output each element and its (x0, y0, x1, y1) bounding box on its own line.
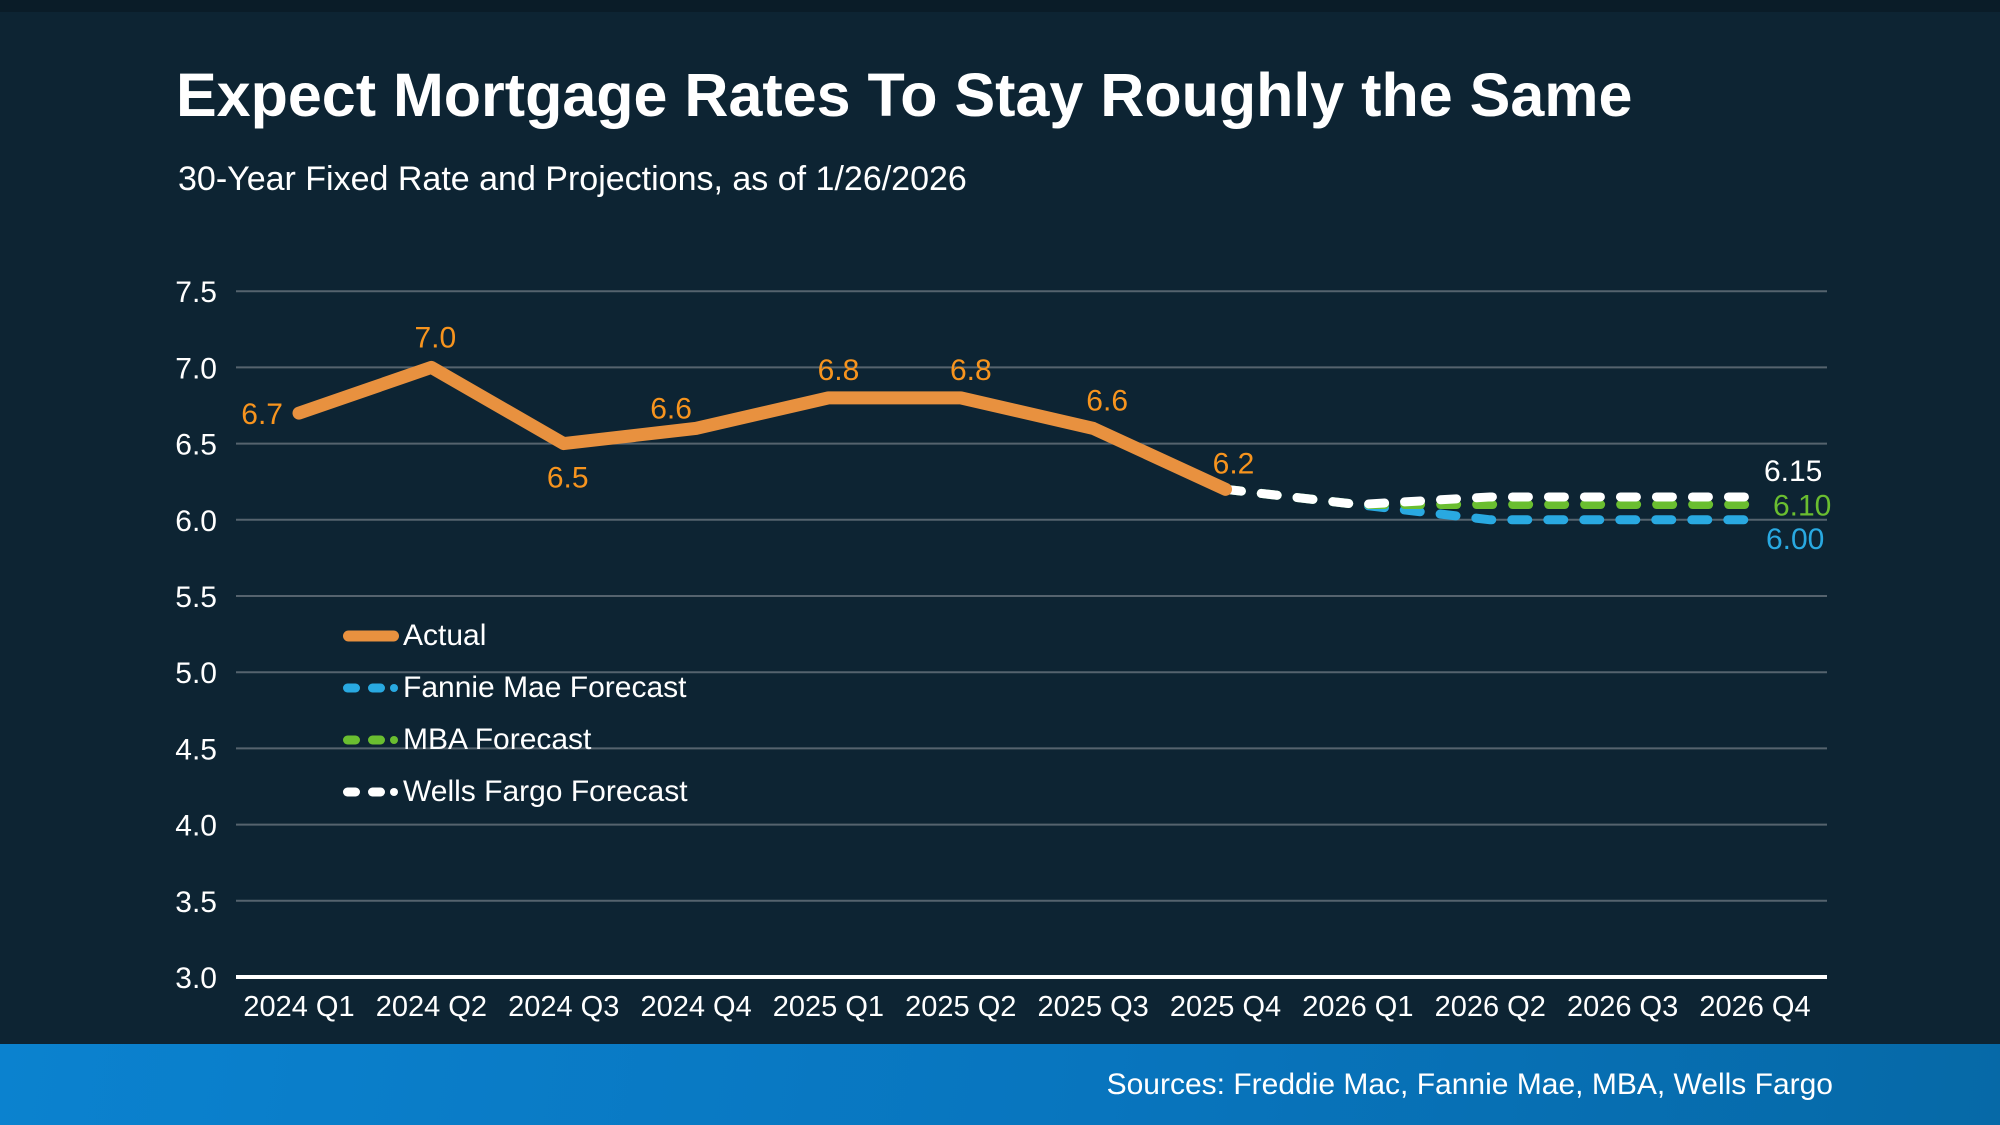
legend-swatch-fannie-mae-dashed-line (343, 683, 398, 693)
page-title: Expect Mortgage Rates To Stay Roughly th… (176, 61, 1633, 129)
x-tick-label: 2026 Q2 (1435, 991, 1546, 1023)
data-point-label: 6.8 (950, 354, 992, 387)
legend-item-mba-forecast: MBA Forecast (343, 714, 688, 766)
x-tick-label: 2025 Q2 (905, 991, 1016, 1023)
legend-swatch-wells-fargo-dashed-line (343, 787, 398, 797)
x-tick-label: 2026 Q1 (1302, 991, 1413, 1023)
legend-item-fannie-mae-forecast: Fannie Mae Forecast (343, 662, 688, 714)
data-point-label: 7.0 (415, 321, 457, 354)
gridlines (236, 290, 1827, 979)
swatch-shape (390, 788, 398, 796)
y-tick-label: 7.0 (175, 352, 217, 385)
data-point-label: 6.5 (547, 462, 589, 495)
y-tick-label: 4.0 (175, 810, 217, 843)
x-axis-tick-labels: 2024 Q1 2024 Q2 2024 Q3 2024 Q4 2025 Q1 2025 … (243, 991, 1810, 1023)
x-tick-label: 2025 Q4 (1170, 991, 1281, 1023)
swatch-shape (343, 630, 399, 642)
y-axis-tick-labels: 7.5 7.0 6.5 6.0 5.5 5.0 4.5 4.0 3.5 3.0 (175, 276, 217, 995)
legend-swatch-actual-line (343, 630, 399, 642)
y-tick-label: 4.5 (175, 733, 217, 766)
y-tick-label: 6.0 (175, 505, 217, 538)
legend-label-actual: Actual (403, 619, 487, 652)
y-tick-label: 5.0 (175, 657, 217, 690)
data-point-label: 6.6 (650, 392, 692, 425)
swatch-shape (368, 735, 385, 745)
legend-label-wells-fargo: Wells Fargo Forecast (403, 775, 688, 808)
swatch-shape (368, 787, 385, 797)
y-tick-label: 6.5 (175, 429, 217, 462)
footer-bar: Sources: Freddie Mac, Fannie Mae, MBA, W… (0, 1044, 2000, 1125)
y-tick-label: 3.5 (175, 886, 217, 919)
data-point-label: 6.6 (1086, 384, 1128, 417)
top-strip (0, 0, 2000, 12)
legend-label-mba: MBA Forecast (403, 723, 592, 756)
forecast-end-label: 6.15 (1764, 455, 1822, 488)
x-tick-label: 2024 Q1 (243, 991, 354, 1023)
actual-line (292, 360, 1233, 496)
x-tick-label: 2024 Q2 (376, 991, 487, 1023)
forecast-end-label: 6.10 (1773, 490, 1831, 523)
swatch-shape (343, 683, 360, 693)
series-wells-fargo-forecast: 6.15 (1221, 455, 1822, 510)
x-tick-label: 2026 Q3 (1567, 991, 1678, 1023)
forecast-dashed-line (1221, 484, 1760, 510)
x-tick-label: 2026 Q4 (1699, 991, 1810, 1023)
swatch-shape (343, 735, 360, 745)
data-point-label: 6.2 (1213, 447, 1255, 480)
x-tick-label: 2025 Q1 (773, 991, 884, 1023)
y-tick-label: 7.5 (175, 276, 217, 309)
sources-text: Sources: Freddie Mac, Fannie Mae, MBA, W… (1106, 1068, 1833, 1101)
legend-item-actual: Actual (343, 610, 688, 662)
chart-legend: Actual Fannie Mae Forecast MBA Forecast … (343, 610, 688, 818)
forecast-end-label: 6.00 (1766, 523, 1824, 556)
legend-item-wells-fargo-forecast: Wells Fargo Forecast (343, 766, 688, 818)
legend-swatch-mba-dashed-line (343, 735, 398, 745)
x-tick-label: 2024 Q3 (508, 991, 619, 1023)
y-tick-label: 5.5 (175, 581, 217, 614)
series-actual: 6.7 7.0 6.5 6.6 6.8 6.8 6.6 6.2 (241, 321, 1255, 496)
legend-label-fannie-mae: Fannie Mae Forecast (403, 671, 687, 704)
page-subtitle: 30-Year Fixed Rate and Projections, as o… (178, 160, 967, 198)
data-point-label: 6.7 (241, 398, 283, 431)
swatch-shape (343, 787, 360, 797)
x-tick-label: 2025 Q3 (1038, 991, 1149, 1023)
x-tick-label: 2024 Q4 (640, 991, 751, 1023)
y-tick-label: 3.0 (175, 962, 217, 995)
swatch-shape (390, 684, 398, 692)
swatch-shape (390, 736, 398, 744)
data-point-label: 6.8 (818, 354, 860, 387)
swatch-shape (368, 683, 385, 693)
